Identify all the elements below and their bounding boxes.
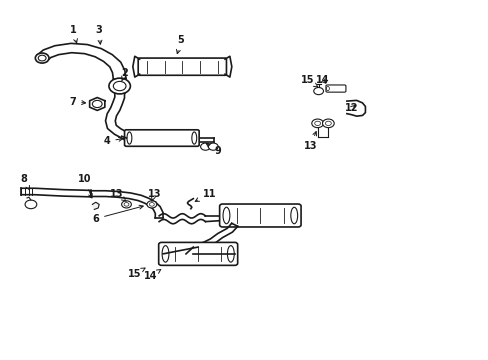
Circle shape (311, 119, 323, 128)
Text: 11: 11 (195, 189, 216, 202)
Polygon shape (105, 93, 129, 139)
Polygon shape (92, 202, 99, 210)
Circle shape (313, 87, 323, 95)
Circle shape (122, 201, 131, 208)
Text: 10: 10 (78, 174, 92, 198)
Text: 14: 14 (315, 75, 328, 85)
FancyBboxPatch shape (138, 58, 226, 75)
Circle shape (147, 201, 157, 208)
FancyBboxPatch shape (158, 242, 237, 265)
FancyBboxPatch shape (219, 204, 301, 227)
Circle shape (322, 119, 333, 128)
Text: 3: 3 (96, 25, 102, 44)
Text: 6: 6 (92, 205, 143, 224)
Text: 13: 13 (303, 132, 316, 151)
Text: 7: 7 (69, 97, 85, 107)
Text: 9: 9 (206, 143, 221, 156)
Text: 13: 13 (110, 189, 126, 201)
Circle shape (109, 78, 130, 94)
Text: 5: 5 (176, 35, 184, 54)
Circle shape (25, 200, 37, 209)
FancyBboxPatch shape (325, 85, 345, 92)
Text: 13: 13 (147, 189, 161, 201)
Text: 14: 14 (144, 270, 161, 281)
Circle shape (208, 143, 218, 150)
Text: 8: 8 (20, 174, 29, 190)
Polygon shape (21, 188, 91, 197)
Circle shape (35, 53, 49, 63)
Text: 12: 12 (345, 103, 358, 113)
Text: 2: 2 (122, 68, 128, 81)
Polygon shape (91, 191, 155, 207)
Polygon shape (196, 223, 237, 249)
Circle shape (149, 203, 154, 206)
Circle shape (200, 143, 210, 150)
Polygon shape (89, 98, 104, 111)
Text: 15: 15 (301, 75, 317, 87)
Text: 15: 15 (128, 268, 145, 279)
Polygon shape (346, 100, 365, 116)
FancyBboxPatch shape (124, 130, 199, 146)
Text: 1: 1 (69, 25, 77, 43)
Circle shape (124, 203, 129, 206)
Polygon shape (37, 43, 126, 79)
Polygon shape (149, 203, 163, 218)
Text: 4: 4 (103, 136, 122, 146)
